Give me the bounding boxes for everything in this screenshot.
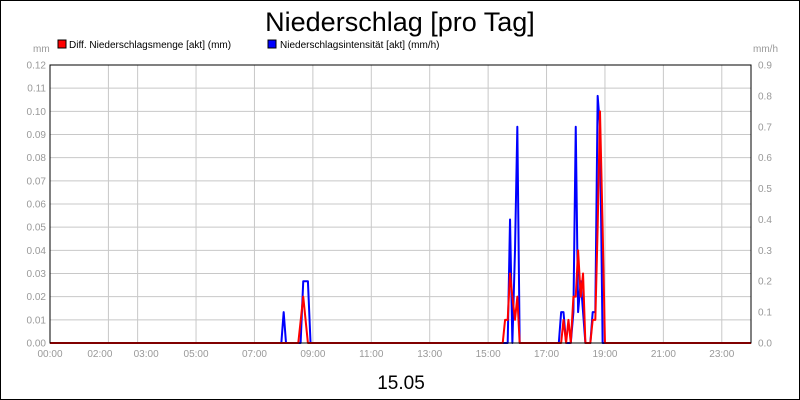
grid-layer [50, 65, 751, 343]
x-tick-label: 00:00 [37, 349, 62, 360]
x-tick-label: 19:00 [592, 349, 617, 360]
series-line-menge [50, 110, 751, 344]
left-tick-label: 0.04 [27, 246, 47, 257]
left-tick-label: 0.05 [27, 223, 47, 234]
right-axis-ticks: 0.0 0.1 0.2 0.3 0.4 0.5 0.6 0.7 0.8 0.9 [758, 61, 772, 350]
x-tick-label: 05:00 [184, 349, 209, 360]
x-tick-label: 09:00 [300, 349, 325, 360]
date-label: 15.05 [377, 373, 425, 394]
left-tick-label: 0.08 [27, 153, 47, 164]
plot-area [49, 64, 752, 344]
right-tick-label: 0.4 [758, 215, 772, 226]
chart-title: Niederschlag [pro Tag] [265, 7, 535, 37]
left-axis-ticks: 0.00 0.01 0.02 0.03 0.04 0.05 0.06 0.07 0.08 0.09… [27, 61, 47, 350]
legend-swatch-intensitaet [267, 39, 277, 49]
x-axis-ticks: 00:00 02:00 03:00 05:00 07:00 09:00 11:00 13:00… [37, 349, 734, 360]
series-line-intensitaet [50, 94, 751, 344]
x-tick-label: 03:00 [134, 349, 159, 360]
right-tick-label: 0.7 [758, 122, 772, 133]
left-axis-unit: mm [33, 44, 50, 55]
left-tick-label: 0.12 [27, 61, 47, 72]
x-tick-label: 21:00 [651, 349, 676, 360]
left-tick-label: 0.10 [27, 107, 47, 118]
x-tick-label: 02:00 [87, 349, 112, 360]
legend: Diff. Niederschlagsmenge [akt] (mm) Nied… [57, 39, 440, 51]
left-tick-label: 0.03 [27, 269, 47, 280]
x-tick-label: 07:00 [242, 349, 267, 360]
legend-label-intensitaet: Niederschlagsintensität [akt] (mm/h) [280, 40, 440, 51]
right-tick-label: 0.0 [758, 339, 772, 350]
right-tick-label: 0.8 [758, 91, 772, 102]
x-tick-label: 17:00 [534, 349, 559, 360]
right-tick-label: 0.1 [758, 308, 772, 319]
x-tick-label: 15:00 [476, 349, 501, 360]
x-tick-label: 23:00 [709, 349, 734, 360]
x-tick-label: 13:00 [417, 349, 442, 360]
right-tick-label: 0.2 [758, 277, 772, 288]
left-tick-label: 0.00 [27, 339, 47, 350]
legend-label-menge: Diff. Niederschlagsmenge [akt] (mm) [69, 40, 231, 51]
left-tick-label: 0.07 [27, 176, 47, 187]
left-tick-label: 0.02 [27, 292, 47, 303]
left-tick-label: 0.11 [27, 84, 46, 95]
right-tick-label: 0.5 [758, 184, 772, 195]
x-tick-label: 11:00 [359, 349, 384, 360]
right-tick-label: 0.9 [758, 61, 772, 72]
legend-swatch-menge [57, 39, 67, 49]
series-layer [50, 94, 751, 344]
left-tick-label: 0.09 [27, 130, 47, 141]
right-axis-unit: mm/h [753, 44, 778, 55]
right-tick-label: 0.6 [758, 153, 772, 164]
right-tick-label: 0.3 [758, 246, 772, 257]
left-tick-label: 0.01 [27, 315, 47, 326]
left-tick-label: 0.06 [27, 200, 47, 211]
